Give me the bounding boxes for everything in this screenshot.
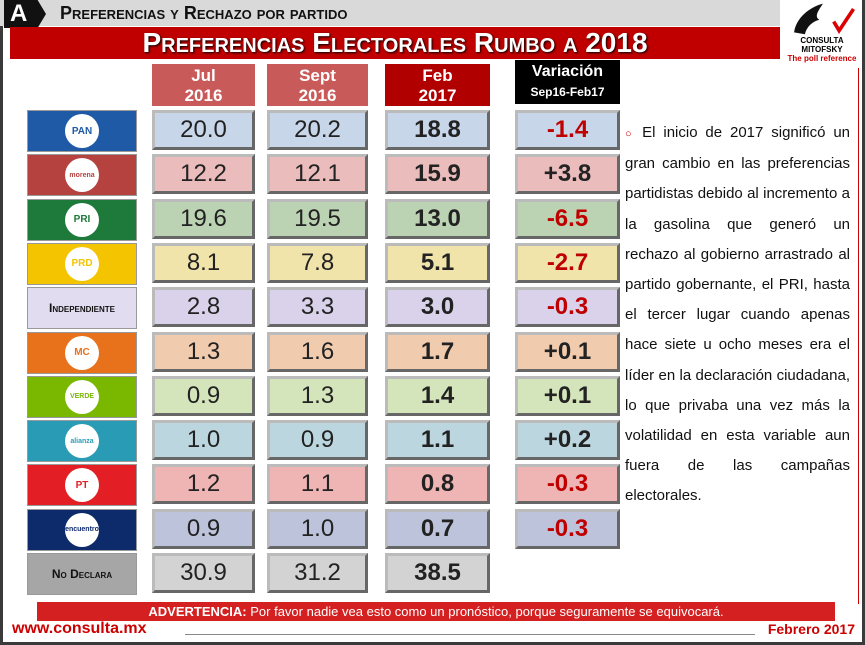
cell-feb: 0.7 (385, 508, 490, 549)
party-logo-icon: PRI (65, 202, 99, 237)
party-logo: PRI (27, 198, 137, 241)
cell-var: -2.7 (515, 242, 620, 283)
cell-var: +0.1 (515, 331, 620, 372)
column-header-0: Jul 2016 (152, 64, 255, 106)
cell-feb: 1.4 (385, 375, 490, 416)
cell-var: -0.3 (515, 508, 620, 549)
cell-var: +0.1 (515, 375, 620, 416)
logo-tagline: The poll reference (787, 54, 857, 63)
cell-var: -0.3 (515, 287, 620, 328)
page-title: Preferencias Electorales Rumbo a 2018 (142, 27, 648, 58)
cell-sep: 1.0 (267, 508, 368, 549)
party-logo: No Declara (27, 553, 137, 595)
cell-feb: 5.1 (385, 242, 490, 283)
cell-feb: 0.8 (385, 464, 490, 505)
party-logo: encuentro (27, 508, 137, 551)
cell-feb: 13.0 (385, 198, 490, 239)
warning-banner: ADVERTENCIA: Por favor nadie vea esto co… (37, 602, 835, 621)
party-logo-icon: VERDE (65, 379, 99, 414)
cell-feb: 38.5 (385, 553, 490, 593)
cell-jul: 30.9 (152, 553, 255, 593)
party-logo-icon: alianza (65, 424, 99, 459)
logo-icon (794, 3, 855, 35)
cell-sep: 1.1 (267, 464, 368, 505)
party-logo-icon: MC (65, 335, 99, 370)
mitofsky-logo: CONSULTA MITOFSKY The poll reference (782, 0, 862, 63)
cell-sep: 31.2 (267, 553, 368, 593)
cell-var: -0.3 (515, 464, 620, 505)
party-logo-icon: morena (65, 158, 99, 193)
party-logo: PRD (27, 242, 137, 285)
cell-jul: 8.1 (152, 242, 255, 283)
cell-feb: 15.9 (385, 154, 490, 195)
party-logo: morena (27, 154, 137, 197)
party-logo-icon: PT (65, 468, 99, 503)
cell-jul: 1.3 (152, 331, 255, 372)
column-header-1: Sept 2016 (267, 64, 368, 106)
cell-sep: 12.1 (267, 154, 368, 195)
cell-sep: 20.2 (267, 110, 368, 150)
party-logo-icon: encuentro (65, 512, 99, 547)
cell-var: -1.4 (515, 110, 620, 150)
party-logo-icon: PAN (65, 114, 99, 148)
cell-sep: 0.9 (267, 420, 368, 461)
section-badge: A (4, 0, 46, 28)
cell-sep: 1.3 (267, 375, 368, 416)
cell-sep: 1.6 (267, 331, 368, 372)
party-logo-icon: PRD (65, 246, 99, 281)
party-logo: alianza (27, 420, 137, 463)
section-bar (0, 0, 780, 26)
cell-sep: 7.8 (267, 242, 368, 283)
cell-jul: 0.9 (152, 375, 255, 416)
party-name: No Declara (51, 567, 113, 581)
divider (858, 68, 859, 604)
cell-jul: 1.0 (152, 420, 255, 461)
cell-feb: 1.1 (385, 420, 490, 461)
cell-jul: 12.2 (152, 154, 255, 195)
cell-var: +0.2 (515, 420, 620, 461)
cell-feb: 1.7 (385, 331, 490, 372)
commentary: ○ El inicio de 2017 significó un gran ca… (625, 124, 850, 505)
footer-rule (185, 634, 755, 635)
party-logo: MC (27, 331, 137, 374)
party-logo: PAN (27, 110, 137, 152)
cell-sep: 3.3 (267, 287, 368, 328)
party-logo: Independiente (27, 287, 137, 330)
cell-jul: 2.8 (152, 287, 255, 328)
cell-var: +3.8 (515, 154, 620, 195)
column-header-2: Feb 2017 (385, 64, 490, 106)
cell-jul: 0.9 (152, 508, 255, 549)
party-logo: PT (27, 464, 137, 507)
cell-jul: 1.2 (152, 464, 255, 505)
party-logo: VERDE (27, 375, 137, 418)
cell-feb: 18.8 (385, 110, 490, 150)
section-subtitle: Preferencias y Rechazo por partido (60, 3, 348, 23)
cell-jul: 19.6 (152, 198, 255, 239)
logo-name: CONSULTA MITOFSKY (800, 36, 844, 54)
cell-sep: 19.5 (267, 198, 368, 239)
column-header-3: Variación Sep16-Feb17 (515, 60, 620, 104)
cell-feb: 3.0 (385, 287, 490, 328)
cell-jul: 20.0 (152, 110, 255, 150)
cell-var: -6.5 (515, 198, 620, 239)
title-bar: Preferencias Electorales Rumbo a 2018 (10, 27, 780, 59)
footer-date: Febrero 2017 (767, 621, 855, 637)
website-link[interactable]: www.consulta.mx (12, 620, 147, 637)
party-name: Independiente (48, 301, 115, 316)
